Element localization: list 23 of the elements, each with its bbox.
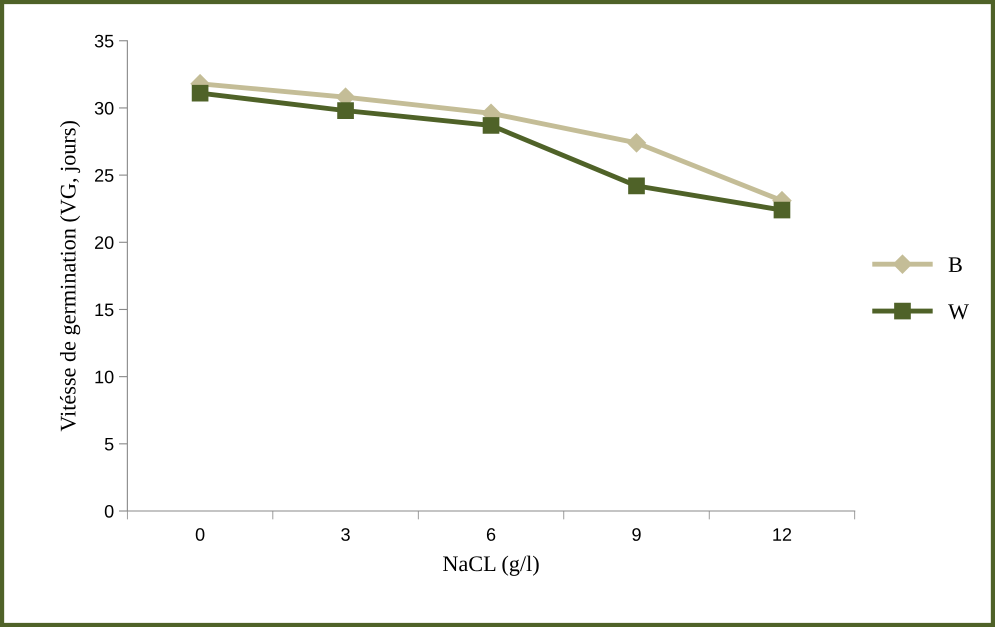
point (626, 133, 646, 152)
y-axis-title: Vitésse de germination (VG, jours) (60, 121, 80, 432)
legend-label: B (948, 257, 962, 272)
x-axis-title: NaCL (g/l) (443, 556, 539, 576)
point (774, 202, 790, 218)
x-tick-label: 9 (632, 528, 641, 541)
x-tick-label: 12 (773, 528, 792, 541)
x-tick-label: 6 (486, 528, 496, 541)
y-tick-label: 20 (94, 236, 114, 250)
y-tick-label: 25 (94, 169, 114, 182)
y-tick-label: 30 (94, 102, 114, 115)
point (628, 178, 645, 194)
x-tick-label: 3 (341, 528, 350, 541)
legend-label: W (948, 304, 969, 320)
y-tick-label: 10 (95, 370, 114, 384)
y-tick-label: 15 (95, 304, 114, 316)
y-tick-label: 5 (104, 438, 114, 451)
x-tick-label: 0 (196, 528, 204, 541)
point (192, 84, 208, 102)
y-tick-label: 35 (94, 34, 114, 48)
point (482, 117, 500, 134)
y-tick-label: 0 (104, 504, 114, 518)
point (337, 102, 354, 119)
